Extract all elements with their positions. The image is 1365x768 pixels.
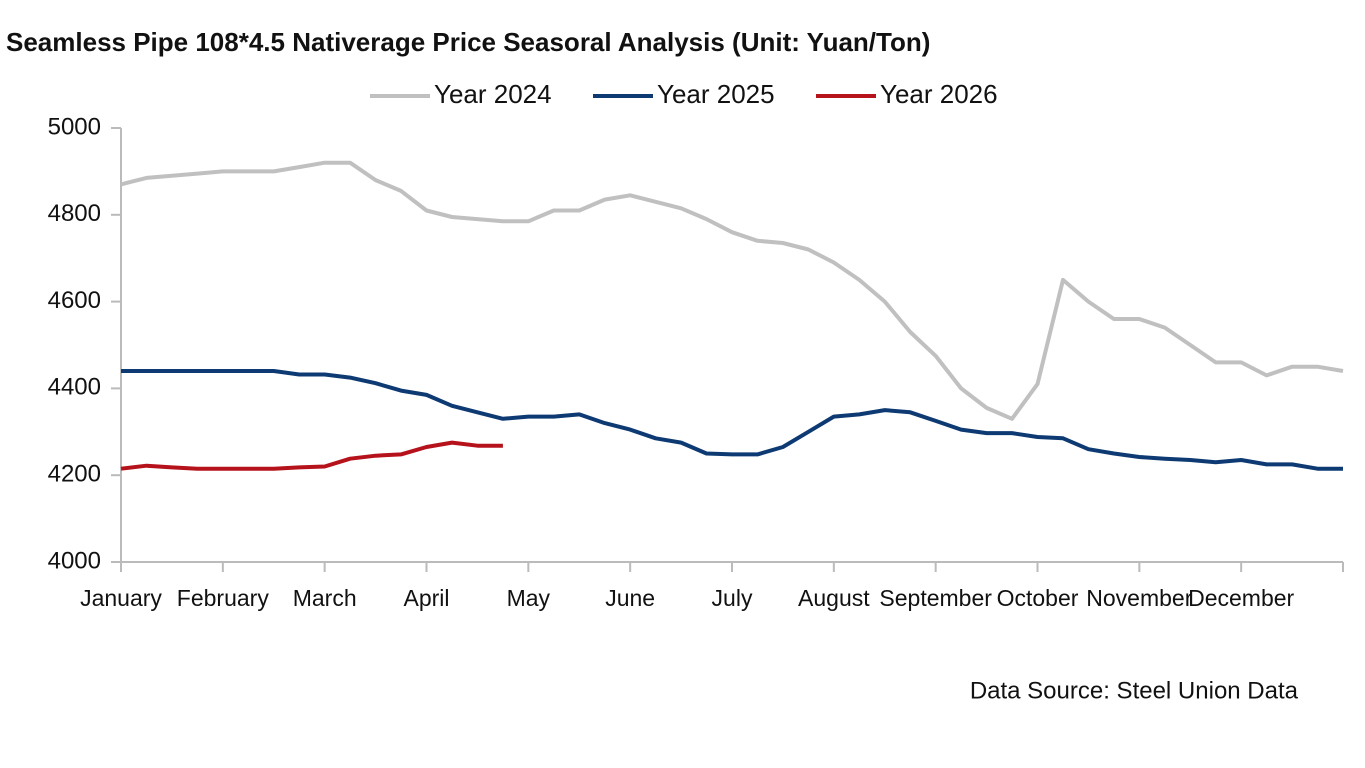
y-tick-label: 4200 bbox=[48, 461, 101, 488]
x-tick-label: January bbox=[80, 585, 162, 611]
legend-label: Year 2024 bbox=[434, 79, 552, 109]
x-tick-label: November bbox=[1086, 585, 1192, 611]
x-tick-label: June bbox=[605, 585, 655, 611]
y-tick-label: 4400 bbox=[48, 374, 101, 401]
x-tick-label: March bbox=[293, 585, 357, 611]
x-tick-label: May bbox=[507, 585, 551, 611]
y-tick-label: 4000 bbox=[48, 547, 101, 574]
legend-label: Year 2026 bbox=[880, 79, 998, 109]
x-tick-label: August bbox=[798, 585, 870, 611]
series-line bbox=[121, 369, 1343, 471]
x-tick-label: September bbox=[879, 585, 992, 611]
source-note: Data Source: Steel Union Data bbox=[970, 677, 1299, 704]
legend-label: Year 2025 bbox=[657, 79, 775, 109]
x-tick-label: April bbox=[403, 585, 449, 611]
x-tick-label: July bbox=[712, 585, 753, 611]
y-tick-label: 4600 bbox=[48, 287, 101, 314]
chart-title: Seamless Pipe 108*4.5 Nativerage Price S… bbox=[6, 27, 930, 57]
series-line bbox=[120, 440, 503, 471]
y-tick-label: 4800 bbox=[48, 200, 101, 227]
x-tick-label: February bbox=[177, 585, 270, 611]
series-line bbox=[120, 160, 1344, 421]
y-tick-label: 5000 bbox=[48, 113, 101, 140]
x-tick-label: December bbox=[1188, 585, 1294, 611]
x-tick-label: October bbox=[997, 585, 1079, 611]
